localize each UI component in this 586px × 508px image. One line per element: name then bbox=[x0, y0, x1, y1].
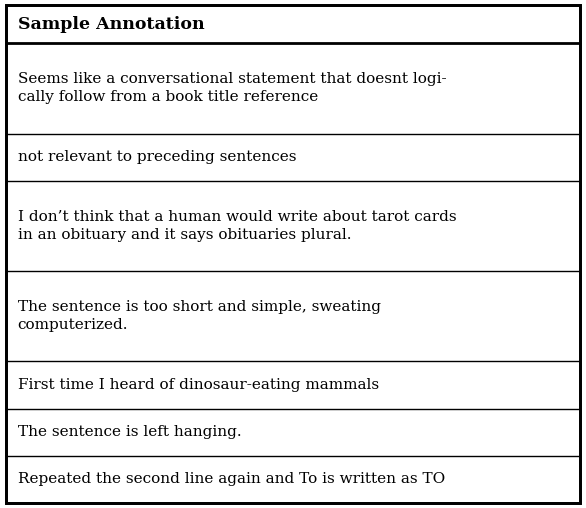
Text: Sample Annotation: Sample Annotation bbox=[18, 16, 204, 33]
Bar bbox=[6, 181, 580, 271]
Text: Repeated the second line again and To is written as TO: Repeated the second line again and To is… bbox=[18, 472, 445, 486]
Text: Seems like a conversational statement that doesnt logi-
cally follow from a book: Seems like a conversational statement th… bbox=[18, 73, 446, 104]
Bar bbox=[6, 361, 580, 408]
Bar bbox=[6, 43, 580, 134]
Bar bbox=[6, 456, 580, 503]
Text: The sentence is too short and simple, sweating
computerized.: The sentence is too short and simple, sw… bbox=[18, 300, 380, 332]
Bar bbox=[6, 271, 580, 361]
Bar bbox=[6, 5, 580, 43]
Text: I don’t think that a human would write about tarot cards
in an obituary and it s: I don’t think that a human would write a… bbox=[18, 210, 456, 242]
Text: not relevant to preceding sentences: not relevant to preceding sentences bbox=[18, 150, 296, 164]
Bar bbox=[6, 134, 580, 181]
Bar bbox=[6, 408, 580, 456]
Text: First time I heard of dinosaur-eating mammals: First time I heard of dinosaur-eating ma… bbox=[18, 378, 379, 392]
Text: The sentence is left hanging.: The sentence is left hanging. bbox=[18, 425, 241, 439]
